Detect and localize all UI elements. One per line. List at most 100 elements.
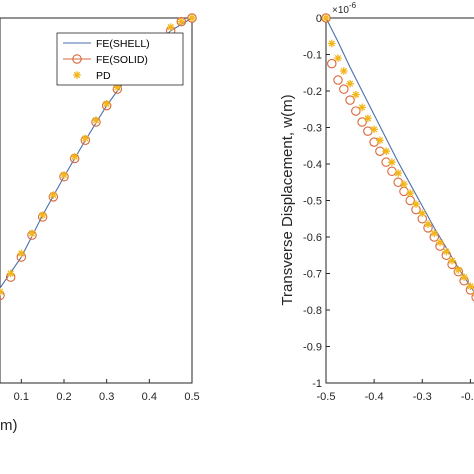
right-series-2-point [442,247,451,256]
legend-label: PD [96,70,111,82]
right-series-1-point [393,177,403,188]
right-series-2-point [412,200,420,208]
right-x-tick-label: -0.2 [461,391,474,403]
legend-item: PD [73,70,111,82]
right-y-tick-label: -0.8 [303,305,322,317]
legend-item: FE(SHELL) [63,38,150,50]
right-y-tick-label: -0.5 [303,196,322,208]
right-x-ticks: -0.5 -0.4 -0.3 -0.2 [317,379,474,403]
right-series-1-point [345,95,355,105]
right-series-2-point [334,54,342,62]
right-series-2-point [430,229,439,238]
right-series-1-point [387,166,397,177]
right-series-1-point [339,84,349,94]
left-plot-frame [0,17,193,384]
left-series-2-point [81,134,90,143]
right-y-tick-label: -1 [312,378,322,390]
right-x-tick-label: -0.3 [413,391,432,403]
right-series-2-point [358,103,366,112]
right-series-1-point [351,106,361,116]
right-series-2-point [436,238,444,247]
right-series-1-point [357,117,367,127]
legend-items: FE(SHELL) FE(SOLID) PD [63,38,150,82]
right-x-tick-label: -0.4 [365,391,384,403]
right-y-tick-label: 0 [316,13,322,25]
right-series-2-point [448,256,456,265]
right-series-1-point [369,137,379,147]
right-series-1-point [405,195,415,206]
right-series-1-point [327,58,337,69]
left-x-tick-label: 0.4 [142,391,157,403]
right-series-2-point [370,125,378,134]
right-series-2-point [388,158,396,166]
legend-label: FE(SHELL) [96,38,150,50]
legend: FE(SHELL) FE(SOLID) PD [56,32,184,86]
right-series-2-point [352,90,360,99]
right-series-2-point [424,220,432,229]
left-series-2-point [166,23,175,31]
right-plot: 0-0.1-0.2-0.3-0.4-0.5-0.6-0.7-0.8-0.9-1 … [279,1,474,403]
left-series-2-point [28,229,36,238]
right-y-tick-label: -0.6 [303,232,322,244]
left-x-tick-label: 0.3 [99,391,114,403]
right-series-1-point [363,126,373,136]
left-plot: 0.1 0.2 0.3 0.4 0.5 m) FE(SHELL) FE(SOLID) PD [0,13,200,434]
left-series-2-point [38,211,47,219]
right-series-2-point [454,266,463,274]
left-series-2-point [0,287,4,296]
exponent-power: -6 [349,1,357,10]
right-series-2-point [327,39,336,48]
left-series-2-point [188,14,196,22]
legend-swatch-marker [72,54,82,64]
legend-label: FE(SOLID) [96,54,148,66]
right-x-tick-label: -0.5 [317,391,336,403]
right-y-tick-label: -0.3 [303,123,322,135]
left-series-2-point [177,17,186,26]
right-series-1-point [321,13,331,23]
right-series-2-point [340,67,348,75]
legend-swatch-marker [73,71,81,79]
left-series-1-point [0,290,5,301]
right-series-2-point [376,136,384,145]
right-series-2-point [406,189,415,197]
right-series-2-point [466,282,474,291]
right-plot-frame [325,17,474,384]
right-series-1-point [333,75,343,85]
right-series-2-point [418,209,427,218]
right-series-1-point [399,186,409,197]
left-x-tick-label: 0.2 [56,391,71,403]
left-x-tick-label: 0.1 [14,391,29,403]
right-series-2-point [346,79,354,88]
right-series-2-point [460,273,468,281]
right-series-2-point [382,147,390,156]
right-y-tick-label: -0.4 [303,159,322,171]
right-series-2-point [364,114,372,123]
left-x-ticks: 0.1 0.2 0.3 0.4 0.5 [14,379,200,403]
left-series-1-point [187,13,197,23]
right-series-2-point [322,14,330,22]
right-series-2-point [400,180,408,188]
left-x-tick-label: 0.5 [184,391,199,403]
right-y-tick-label: -0.7 [303,269,322,281]
right-series-1-point [471,292,474,302]
right-y-tick-label: -0.9 [303,342,322,354]
left-series-1-point [176,16,187,27]
legend-item: FE(SOLID) [63,54,148,66]
right-y-tick-label: -0.1 [303,50,322,62]
left-series-2-point [6,269,15,278]
left-series-2-point [17,249,26,258]
right-y-axis-label: Transverse Displacement, w(m) [279,94,296,305]
exponent-base: ×10 [332,5,349,16]
left-x-axis-label: m) [0,417,18,434]
left-series-2-point [49,191,58,199]
left-series-2-point [102,99,111,108]
right-y-tick-label: -0.2 [303,86,322,98]
left-series-2-point [70,152,79,161]
right-series [321,13,474,302]
left-series-2-point [60,171,68,179]
right-y-exponent-label: ×10-6 [332,1,357,16]
left-series-2-point [92,116,100,124]
right-y-ticks: 0 -0.1 -0.2 -0.3 -0.4 -0.5 -0.6 -0.7 -0.8 -0.9 -1 [303,13,330,390]
right-series-2-point [394,169,402,177]
